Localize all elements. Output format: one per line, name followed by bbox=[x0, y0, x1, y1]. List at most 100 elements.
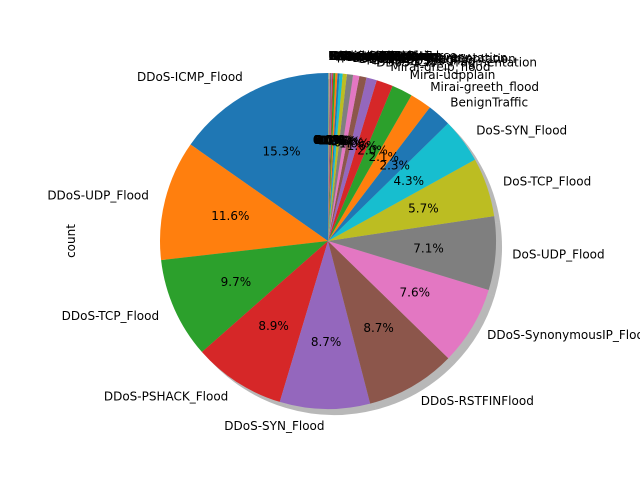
slice-label-dos-tcp-flood: DoS-TCP_Flood bbox=[503, 175, 591, 189]
slice-ddos-icmp-fragmentation bbox=[328, 77, 377, 242]
slice-dos-syn-flood bbox=[328, 123, 475, 241]
slice-label-dos-udp-flood: DoS-UDP_Flood bbox=[512, 248, 604, 262]
slice-percent-dns-spoofing: 0.4% bbox=[323, 134, 354, 148]
slice-percent-mirai-greip-flood: 1.6% bbox=[347, 139, 378, 153]
slice-label-xss: XSS bbox=[329, 49, 352, 63]
slice-dos-udp-flood bbox=[328, 216, 496, 290]
slice-label-benigntraffic: BenignTraffic bbox=[450, 96, 528, 110]
slice-ddos-pshack-flood bbox=[201, 241, 328, 402]
slice-percent-ddos-synonymousip-flood: 7.6% bbox=[400, 285, 431, 299]
slice-dictionarybruteforce bbox=[328, 73, 331, 241]
slice-label-dns-spoofing: DNS_Spoofing bbox=[347, 50, 432, 64]
slice-ddos-http-flood bbox=[328, 73, 333, 241]
slice-percent-browserhijacking: 0.0% bbox=[314, 133, 345, 147]
pie-slices bbox=[160, 72, 496, 409]
slice-percent-ddos-http-flood: 0.1% bbox=[315, 133, 346, 147]
slice-percent-recon-hostdiscovery: 0.3% bbox=[321, 134, 352, 148]
slice-percent-ddos-icmp-fragmentation: 1.0% bbox=[339, 137, 370, 151]
slice-benigntraffic bbox=[328, 107, 448, 241]
slice-ddos-udp-fragmentation bbox=[328, 74, 360, 242]
slice-label-dos-syn-flood: DoS-SYN_Flood bbox=[476, 124, 567, 138]
slice-label-ddos-slowloris: DDoS-SlowLoris bbox=[331, 49, 425, 63]
slice-label-mirai-udpplain: Mirai-udpplain bbox=[410, 68, 496, 82]
slice-browserhijacking bbox=[328, 73, 330, 241]
slice-ddos-tcp-flood bbox=[161, 241, 328, 353]
slice-label-recon-osscan: Recon-OSScan bbox=[340, 50, 428, 64]
slice-ddos-slowloris bbox=[328, 73, 332, 241]
slice-label-ddos-syn-flood: DDoS-SYN_Flood bbox=[224, 419, 324, 433]
slice-label-ddos-http-flood: DDoS-HTTP_Flood bbox=[332, 49, 439, 63]
slice-percent-ddos-udp-flood: 11.6% bbox=[211, 209, 249, 223]
slice-percent-ddos-tcp-flood: 9.7% bbox=[221, 275, 252, 289]
slice-label-browserhijacking: BrowserHijacking bbox=[330, 49, 434, 63]
slice-label-ddos-rstfinflood: DDoS-RSTFINFlood bbox=[421, 394, 534, 408]
slice-recon-portscan bbox=[328, 73, 338, 241]
slice-mirai-greeth-flood bbox=[328, 95, 430, 241]
slice-mirai-greip-flood bbox=[328, 80, 393, 241]
slice-label-mirai-greeth-flood: Mirai-greeth_flood bbox=[430, 80, 539, 94]
slice-label-ddos-tcp-flood: DDoS-TCP_Flood bbox=[62, 309, 159, 323]
slice-percent-vulnerabilityscan: 0.1% bbox=[316, 133, 347, 147]
slice-percent-dos-http-flood: 0.2% bbox=[317, 133, 348, 147]
slice-labels: DDoS-ICMP_Flood DDoS-UDP_Flood DDoS-TCP_Fl… bbox=[47, 49, 640, 433]
slice-label-dictionarybruteforce: DictionaryBruteForce bbox=[330, 49, 457, 63]
slice-label-recon-pingsweep: Recon-PingSweep bbox=[328, 49, 434, 63]
slice-percent-ddos-udp-fragmentation: 0.6% bbox=[330, 135, 361, 149]
slice-percent-dos-udp-flood: 7.1% bbox=[413, 241, 444, 255]
slice-percent-dos-syn-flood: 4.3% bbox=[394, 174, 425, 188]
slice-label-ddos-icmp-fragmentation: DDoS-ICMP_Fragmentation bbox=[376, 56, 537, 70]
slice-percent-mirai-greeth-flood: 2.1% bbox=[368, 150, 399, 164]
slice-sqlinjection bbox=[328, 72, 330, 241]
slice-percent-recon-osscan: 0.2% bbox=[319, 133, 350, 147]
slice-dns-spoofing bbox=[328, 73, 347, 242]
slice-percent-benigntraffic: 2.3% bbox=[379, 159, 410, 173]
slice-label-mirai-greip-flood: Mirai-greip_flood bbox=[390, 60, 490, 74]
slice-recon-hostdiscovery bbox=[328, 73, 343, 242]
slice-label-ddos-synonymousip-flood: DDoS-SynonymousIP_Flood bbox=[487, 328, 640, 342]
slice-label-ddos-udp-fragmentation: DDoS-UDP_Fragmentation bbox=[359, 52, 516, 66]
slice-label-uploading-attack: Uploading_Attack bbox=[328, 49, 433, 63]
slice-ddos-icmp-flood bbox=[190, 73, 328, 241]
slice-percent-recon-pingsweep: 0.0% bbox=[313, 133, 344, 147]
slice-percent-mitm-arpspoofing: 0.7% bbox=[334, 135, 365, 149]
slice-recon-osscan bbox=[328, 73, 340, 242]
slice-percent-ddos-icmp-flood: 15.3% bbox=[262, 145, 300, 159]
slice-percent-ddos-ack-fragmentation: 0.6% bbox=[326, 134, 357, 148]
slice-ddos-rstfinflood bbox=[328, 241, 449, 404]
slice-label-ddos-icmp-flood: DDoS-ICMP_Flood bbox=[137, 70, 243, 84]
percent-labels: 15.3% 11.6% 9.7% 8.9% 8.7% 8.7% 7.6% 7.1% 5.7% 4.… bbox=[211, 133, 444, 349]
slice-percent-ddos-pshack-flood: 8.9% bbox=[258, 319, 289, 333]
slice-ddos-syn-flood bbox=[279, 241, 371, 409]
slice-percent-commandinjection: 0.0% bbox=[313, 133, 344, 147]
slice-label-recon-portscan: Recon-PortScan bbox=[337, 49, 431, 63]
slice-percent-ddos-syn-flood: 8.7% bbox=[311, 335, 342, 349]
y-axis-label: count bbox=[64, 224, 78, 258]
slice-percent-mirai-udpplain: 2.0% bbox=[357, 144, 388, 158]
slice-ddos-udp-flood bbox=[160, 144, 328, 261]
slice-label-ddos-pshack-flood: DDoS-PSHACK_Flood bbox=[104, 390, 228, 404]
slice-percent-sqlinjection: 0.0% bbox=[313, 133, 344, 147]
slice-percent-backdoor-malware: 0.0% bbox=[313, 133, 344, 147]
slice-percent-ddos-slowloris: 0.1% bbox=[314, 133, 345, 147]
slice-ddos-ack-fragmentation bbox=[328, 74, 354, 241]
slice-label-mitm-arpspoofing: MITM-ArpSpoofing bbox=[367, 53, 476, 67]
slice-percent-dos-tcp-flood: 5.7% bbox=[408, 202, 439, 216]
slice-vulnerabilityscan bbox=[328, 73, 334, 241]
slice-percent-dictionarybruteforce: 0.0% bbox=[314, 133, 345, 147]
slice-mitm-arpspoofing bbox=[328, 75, 367, 242]
slice-dos-http-flood bbox=[328, 73, 336, 241]
slice-mirai-udpplain bbox=[328, 85, 412, 241]
slice-label-sqlinjection: SqlInjection bbox=[329, 49, 399, 63]
slice-percent-ddos-rstfinflood: 8.7% bbox=[363, 321, 394, 335]
slice-label-recon-hostdiscovery: Recon-HostDiscovery bbox=[343, 50, 471, 64]
slice-commandinjection bbox=[328, 72, 329, 241]
slice-ddos-synonymousip-flood bbox=[328, 241, 489, 359]
slice-xss bbox=[328, 72, 329, 241]
slice-dos-tcp-flood bbox=[328, 159, 495, 241]
slice-label-ddos-udp-flood: DDoS-UDP_Flood bbox=[47, 189, 149, 203]
slice-label-dos-http-flood: DoS-HTTP_Flood bbox=[335, 49, 433, 63]
slice-percent-xss: 0.0% bbox=[313, 133, 344, 147]
slice-percent-uploading-attack: 0.0% bbox=[313, 133, 344, 147]
slice-label-ddos-ack-fragmentation: DDoS-ACK_Fragmentation bbox=[352, 51, 507, 65]
